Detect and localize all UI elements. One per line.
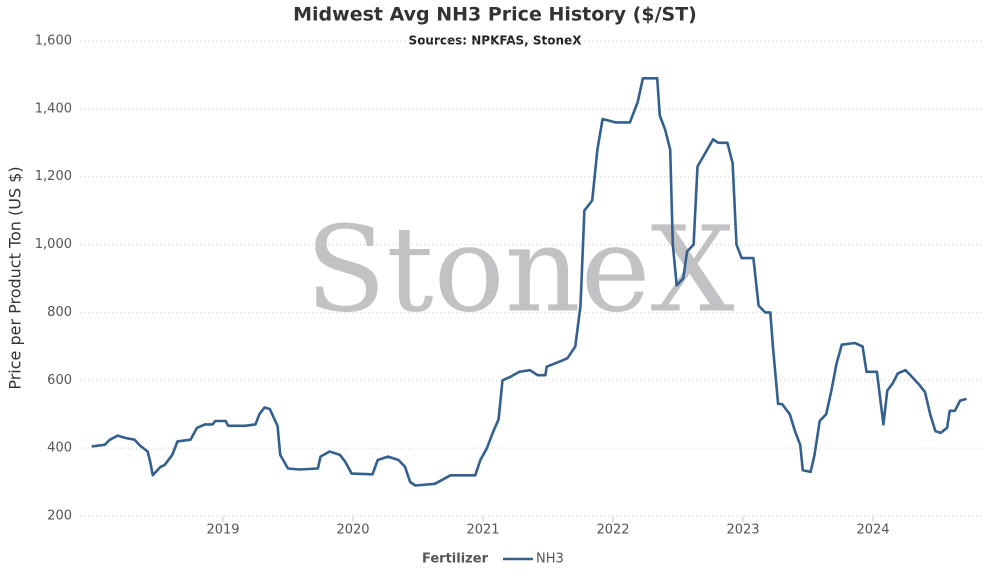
y-tick-label: 400 xyxy=(47,441,72,456)
y-tick-label: 600 xyxy=(47,373,72,388)
y-tick-label: 1,200 xyxy=(35,169,72,184)
data-line xyxy=(91,77,967,487)
y-axis-label: Price per Product Ton (US $) xyxy=(6,166,25,389)
x-tick-label: 2020 xyxy=(336,523,369,538)
x-tick-label: 2019 xyxy=(206,523,239,538)
watermark: StoneX xyxy=(305,201,734,339)
x-tick-label: 2024 xyxy=(856,523,889,538)
legend-label: NH3 xyxy=(536,552,564,567)
chart-title: Midwest Avg NH3 Price History ($/ST) xyxy=(293,4,697,26)
x-tick-label: 2023 xyxy=(726,523,759,538)
legend-title: Fertilizer xyxy=(422,552,489,567)
y-tick-label: 1,600 xyxy=(35,34,72,49)
y-tick-label: 800 xyxy=(47,305,72,320)
chart-subtitle: Sources: NPKFAS, StoneX xyxy=(409,34,583,48)
y-tick-label: 1,400 xyxy=(35,101,72,116)
x-tick-label: 2022 xyxy=(596,523,629,538)
y-tick-label: 1,000 xyxy=(35,237,72,252)
y-tick-label: 200 xyxy=(47,509,72,524)
x-tick-label: 2021 xyxy=(466,523,499,538)
